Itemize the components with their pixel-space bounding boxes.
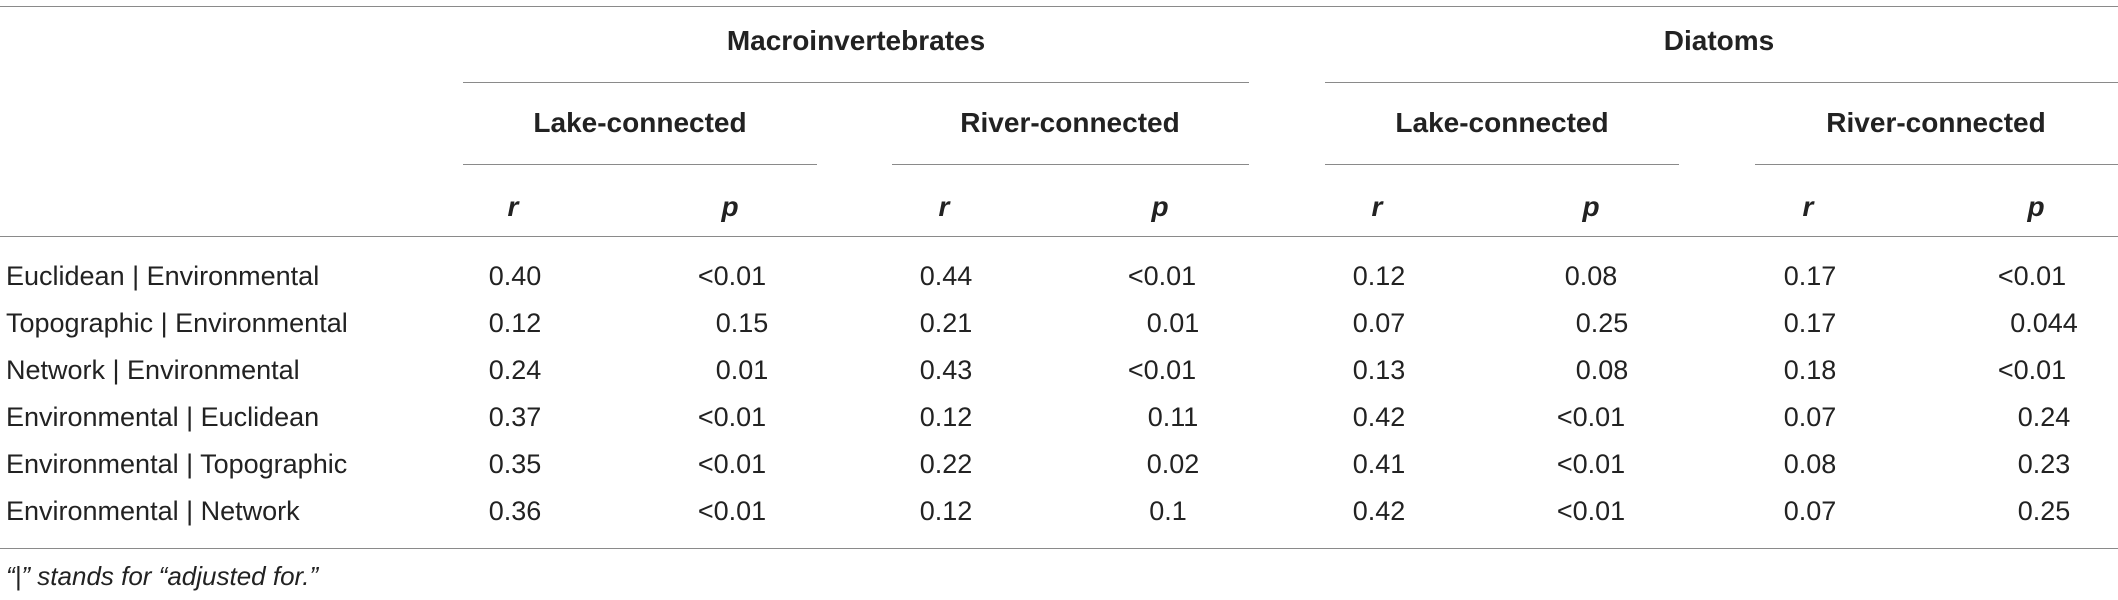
row-label: Environmental | Euclidean bbox=[6, 402, 320, 432]
table-cell: 0.25 bbox=[2017, 496, 2071, 526]
table-cell: 0.43 bbox=[919, 355, 973, 385]
subgroup-header-diatoms-lake: Lake-connected bbox=[1395, 107, 1609, 138]
table-footnote: “|” stands for “adjusted for.” bbox=[6, 561, 319, 591]
table-cell: <0.01 bbox=[1127, 355, 1197, 385]
table-cell: <0.01 bbox=[697, 496, 767, 526]
column-header-r: r bbox=[507, 191, 519, 222]
macro-river-underline bbox=[892, 164, 1249, 165]
table-cell: 0.21 bbox=[919, 308, 973, 338]
row-label: Environmental | Topographic bbox=[6, 449, 348, 479]
table-cell: 0.37 bbox=[488, 402, 542, 432]
table-cell: 0.41 bbox=[1352, 449, 1406, 479]
row-label: Euclidean | Environmental bbox=[6, 261, 320, 291]
table-cell: 0.13 bbox=[1352, 355, 1406, 385]
row-label: Network | Environmental bbox=[6, 355, 300, 385]
table-cell: 0.12 bbox=[488, 308, 542, 338]
table-cell: <0.01 bbox=[697, 261, 767, 291]
table-cell: <0.01 bbox=[697, 449, 767, 479]
column-header-r: r bbox=[1371, 191, 1383, 222]
table-cell: 0.07 bbox=[1783, 402, 1837, 432]
table-cell: <0.01 bbox=[1556, 449, 1626, 479]
subgroup-header-macro-river: River-connected bbox=[960, 107, 1180, 138]
header-bottom-rule bbox=[0, 236, 2118, 237]
table-cell: 0.42 bbox=[1352, 496, 1406, 526]
table-cell: 0.17 bbox=[1783, 261, 1837, 291]
table-cell: 0.22 bbox=[919, 449, 973, 479]
table-cell: <0.01 bbox=[1997, 355, 2067, 385]
group-header-diatoms: Diatoms bbox=[1663, 25, 1775, 56]
diatoms-river-underline bbox=[1755, 164, 2118, 165]
column-header-p: p bbox=[1582, 191, 1600, 222]
macroinvertebrates-underline bbox=[463, 82, 1249, 83]
table-cell: 0.11 bbox=[1147, 402, 1199, 432]
table-cell: <0.01 bbox=[1556, 496, 1626, 526]
table-cell: 0.1 bbox=[1149, 496, 1187, 526]
subgroup-header-macro-lake: Lake-connected bbox=[533, 107, 747, 138]
table-cell: 0.12 bbox=[919, 402, 973, 432]
table-cell: <0.01 bbox=[1556, 402, 1626, 432]
subgroup-header-diatoms-river: River-connected bbox=[1826, 107, 2046, 138]
bottom-rule bbox=[0, 548, 2118, 549]
diatoms-underline bbox=[1325, 82, 2118, 83]
table-cell: 0.24 bbox=[488, 355, 542, 385]
table-cell: 0.01 bbox=[1146, 308, 1200, 338]
column-header-r: r bbox=[1802, 191, 1814, 222]
top-rule bbox=[0, 6, 2118, 7]
table-cell: 0.07 bbox=[1352, 308, 1406, 338]
table-cell: 0.08 bbox=[1564, 261, 1618, 291]
table-cell: 0.08 bbox=[1783, 449, 1837, 479]
table-cell: <0.01 bbox=[1997, 261, 2067, 291]
table-cell: 0.02 bbox=[1146, 449, 1200, 479]
table-cell: 0.18 bbox=[1783, 355, 1837, 385]
table-cell: 0.40 bbox=[488, 261, 542, 291]
macro-lake-underline bbox=[463, 164, 817, 165]
group-header-macroinvertebrates: Macroinvertebrates bbox=[726, 25, 986, 56]
table-cell: 0.01 bbox=[715, 355, 769, 385]
row-label: Environmental | Network bbox=[6, 496, 300, 526]
diatoms-lake-underline bbox=[1325, 164, 1679, 165]
table-cell: 0.17 bbox=[1783, 308, 1837, 338]
table-cell: 0.12 bbox=[919, 496, 973, 526]
table-cell: 0.44 bbox=[919, 261, 973, 291]
column-header-r: r bbox=[938, 191, 950, 222]
table-cell: 0.42 bbox=[1352, 402, 1406, 432]
table-cell: 0.044 bbox=[2010, 308, 2078, 338]
column-header-p: p bbox=[1151, 191, 1169, 222]
table-cell: 0.35 bbox=[488, 449, 542, 479]
table-cell: 0.25 bbox=[1575, 308, 1629, 338]
table-cell: 0.24 bbox=[2017, 402, 2071, 432]
table-cell: 0.08 bbox=[1575, 355, 1629, 385]
row-label: Topographic | Environmental bbox=[6, 308, 348, 338]
table-cell: 0.23 bbox=[2017, 449, 2071, 479]
table-cell: 0.36 bbox=[488, 496, 542, 526]
table-cell: 0.07 bbox=[1783, 496, 1837, 526]
table-cell: 0.12 bbox=[1352, 261, 1406, 291]
table-cell: <0.01 bbox=[1127, 261, 1197, 291]
column-header-p: p bbox=[2027, 191, 2045, 222]
table-cell: <0.01 bbox=[697, 402, 767, 432]
column-header-p: p bbox=[721, 191, 739, 222]
table-cell: 0.15 bbox=[715, 308, 769, 338]
